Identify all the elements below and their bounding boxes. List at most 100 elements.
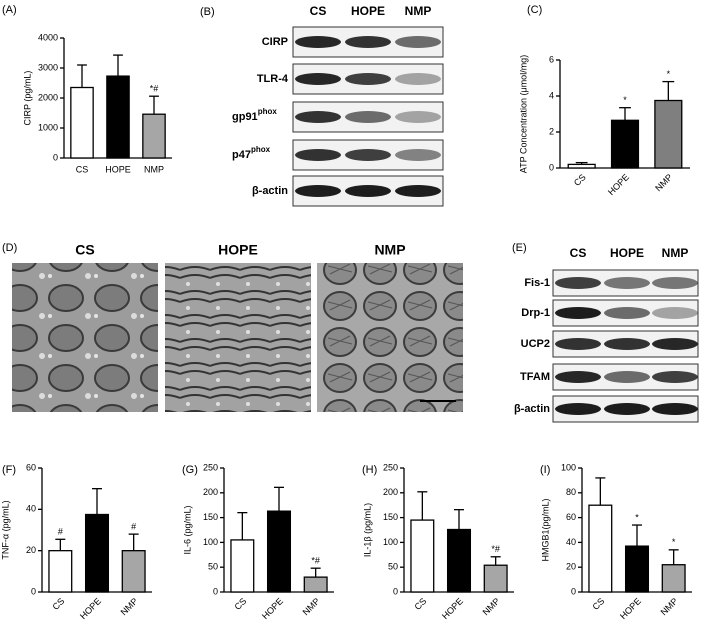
blot-row-name: β-actin — [252, 185, 288, 197]
blot-band — [555, 403, 601, 415]
bar — [303, 576, 328, 593]
lane-label: NMP — [405, 4, 432, 18]
blot-row-name: p47 — [232, 149, 251, 161]
bar — [48, 550, 73, 593]
lane-label: HOPE — [610, 246, 644, 260]
significance-label: *# — [311, 556, 320, 566]
y-tick-label: 20 — [26, 545, 36, 555]
significance-label: * — [667, 69, 671, 79]
lane-label: NMP — [662, 246, 689, 260]
blot-row-name: TFAM — [520, 371, 550, 383]
blot-row-label: gp91phox — [232, 107, 277, 123]
blot-row-label: TFAM — [520, 371, 550, 383]
panel-label: (D) — [2, 242, 17, 254]
blot-band — [395, 149, 441, 161]
panel-label: (A) — [2, 4, 17, 16]
lane-label: HOPE — [351, 4, 385, 18]
y-tick-label: 2000 — [38, 92, 58, 102]
y-tick-label: 250 — [383, 462, 398, 472]
bar — [106, 75, 130, 159]
x-tick-label: CS — [413, 596, 429, 612]
micrograph-label: CS — [75, 242, 94, 258]
significance-label: * — [635, 512, 639, 522]
bar — [483, 564, 508, 593]
blot-row-name: gp91 — [232, 111, 258, 123]
blot-row-name: Drp-1 — [521, 307, 550, 319]
y-tick-label: 50 — [208, 562, 218, 572]
micrograph — [317, 263, 463, 412]
bar — [266, 510, 292, 593]
bar — [661, 564, 686, 593]
blot-band — [555, 371, 601, 383]
blot-band — [395, 36, 441, 48]
y-tick-label: 100 — [561, 462, 576, 472]
y-tick-label: 150 — [383, 512, 398, 522]
significance-label: # — [131, 522, 136, 532]
y-tick-label: 1000 — [38, 122, 58, 132]
bar — [84, 513, 110, 593]
blot-band — [652, 307, 698, 319]
y-tick-label: 200 — [383, 487, 398, 497]
panel-label: (I) — [540, 464, 550, 476]
blot-band — [395, 111, 441, 123]
blot-band — [652, 403, 698, 415]
y-tick-label: 40 — [26, 504, 36, 514]
significance-label: * — [672, 537, 676, 547]
blot-band — [652, 277, 698, 289]
x-tick-label: CS — [591, 596, 607, 612]
blot-band — [345, 73, 391, 85]
micrograph-label: HOPE — [218, 242, 258, 258]
blot-row-name: CIRP — [262, 36, 288, 48]
blot-row-sup: phox — [258, 107, 278, 116]
blot-row-name: TLR-4 — [257, 73, 289, 85]
bar — [70, 86, 94, 159]
blot-row-label: β-actin — [252, 185, 288, 197]
y-tick-label: 40 — [566, 537, 576, 547]
blot-band — [555, 277, 601, 289]
panel-label: (C) — [527, 4, 542, 16]
y-axis-title: IL-6 (pg/mL) — [182, 505, 192, 554]
panel-label: (E) — [512, 242, 527, 254]
significance-label: *# — [150, 84, 159, 94]
y-axis-title: ATP Concentration (μmol/mg) — [518, 55, 528, 173]
micrograph-panel: (D) CS HOPE NMP — [2, 242, 463, 412]
blot-band — [345, 149, 391, 161]
blot-band — [604, 307, 650, 319]
y-tick-label: 0 — [393, 586, 398, 596]
x-tick-label: NMP — [481, 596, 502, 617]
panel-label: (B) — [200, 6, 215, 18]
blot-row-label: Fis-1 — [524, 277, 550, 289]
x-tick-label: NMP — [659, 596, 680, 617]
y-tick-label: 0 — [31, 586, 36, 596]
significance-label: # — [58, 527, 63, 537]
y-axis-title: CIRP (pg/mL) — [22, 71, 32, 126]
x-tick-label: NMP — [301, 596, 322, 617]
x-tick-label: NMP — [119, 596, 140, 617]
blot-band — [345, 111, 391, 123]
panel-label: (H) — [362, 464, 377, 476]
bar — [567, 163, 596, 169]
blot-band — [652, 371, 698, 383]
panel-label: (G) — [182, 464, 198, 476]
y-tick-label: 2 — [549, 126, 554, 136]
y-axis-title: IL-1β (pg/mL) — [362, 503, 372, 557]
y-tick-label: 4000 — [38, 32, 58, 42]
bar — [121, 550, 146, 593]
x-tick-label: CS — [51, 596, 67, 612]
significance-label: * — [623, 95, 627, 105]
y-axis-title: TNF-α (pg/mL) — [0, 500, 10, 559]
significance-label: *# — [491, 544, 500, 554]
x-tick-label: NMP — [144, 164, 164, 174]
blot-band — [604, 403, 650, 415]
x-tick-label: NMP — [653, 172, 674, 193]
y-tick-label: 20 — [566, 562, 576, 572]
blot-band — [295, 111, 341, 123]
bar — [142, 113, 166, 159]
micrograph — [12, 263, 158, 412]
blot-row-sup: phox — [251, 145, 271, 154]
blot-band — [295, 185, 341, 197]
blot-band — [604, 371, 650, 383]
micrograph — [165, 263, 311, 412]
lane-label: CS — [570, 246, 587, 260]
